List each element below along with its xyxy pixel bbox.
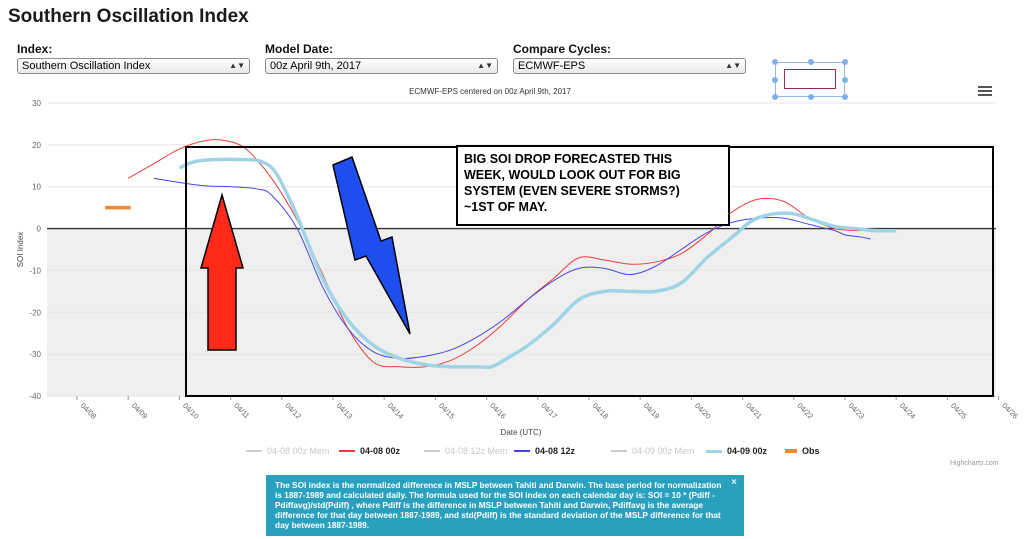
y-tick-label: -20 [29,308,41,317]
info-message-box: The SOI index is the normalized differen… [266,475,744,536]
y-tick-label: -40 [29,392,41,401]
resize-handle[interactable] [842,94,848,100]
legend-swatch [611,450,627,452]
legend-label: 04-09 00z [727,446,768,456]
index-control: Index: Southern Oscillation Index ▲▼ [17,42,250,74]
selected-shape [784,69,836,89]
legend-label: 04-09 00z Mem [632,446,695,456]
y-tick-label: 10 [32,183,41,192]
x-tick-label: 04/09 [130,401,150,421]
x-tick-label: 04/15 [437,401,457,421]
model-date-label: Model Date: [265,42,334,56]
x-tick-label: 04/12 [283,401,303,421]
index-label: Index: [17,42,53,56]
compare-control: Compare Cycles: ECMWF-EPS ▲▼ [513,42,746,74]
resize-handle[interactable] [772,77,778,83]
x-tick-label: 04/23 [847,401,867,421]
legend-swatch [785,449,797,453]
legend-label: 04-08 00z Mem [267,446,330,456]
x-tick-label: 04/21 [744,401,764,421]
chart-credits[interactable]: Highcharts.com [950,460,999,467]
x-tick-label: 04/18 [591,401,611,421]
annotation-text-line: BIG SOI DROP FORECASTED THIS [464,152,672,166]
x-tick-label: 04/25 [949,401,969,421]
chart-legend: 04-08 00z Mem 04-08 00z 04-08 12z Mem 04-08… [0,446,1024,462]
resize-handle[interactable] [772,94,778,100]
blue-down-arrow-icon [332,155,411,335]
y-tick-label: 20 [32,141,41,150]
x-tick-label: 04/16 [488,401,508,421]
chart-menu-icon[interactable] [978,86,992,98]
series-line-04-08-12z [153,177,871,359]
x-tick-label: 04/22 [795,401,815,421]
compare-select-value: ECMWF-EPS [518,60,586,72]
x-tick-label: 04/08 [79,401,99,421]
legend-label: 04-08 12z Mem [445,446,508,456]
x-tick-label: 04/19 [642,401,662,421]
annotation-box [456,145,730,226]
index-select-value: Southern Oscillation Index [22,60,151,72]
model-date-select[interactable]: 00z April 9th, 2017 ▲▼ [265,58,498,74]
annotation-text-line: WEEK, WOULD LOOK OUT FOR BIG [464,168,681,182]
legend-item[interactable]: 04-08 00z Mem [246,446,330,456]
x-tick-label: 04/11 [232,401,251,420]
resize-handle[interactable] [808,94,814,100]
y-tick-label: 0 [37,225,42,234]
index-select[interactable]: Southern Oscillation Index ▲▼ [17,58,250,74]
legend-label: Obs [802,446,820,456]
info-message-text: The SOI index is the normalized differen… [275,480,722,530]
x-axis-label: Date (UTC) [501,428,542,437]
page-title: Southern Oscillation Index [8,6,249,27]
legend-swatch [424,450,440,452]
x-tick-label: 04/24 [898,401,918,421]
resize-handle[interactable] [808,59,814,65]
legend-item[interactable]: Obs [785,446,820,456]
legend-item[interactable]: 04-08 12z Mem [424,446,508,456]
select-arrows-icon: ▲▼ [229,61,245,70]
x-tick-label: 04/10 [181,401,201,421]
y-axis-label: SOI Index [16,232,25,268]
chart-title: ECMWF-EPS centered on 00z April 9th, 201… [409,87,571,96]
model-date-select-value: 00z April 9th, 2017 [270,60,362,72]
model-date-control: Model Date: 00z April 9th, 2017 ▲▼ [265,42,498,74]
legend-item[interactable]: 04-09 00z Mem [611,446,695,456]
compare-select[interactable]: ECMWF-EPS ▲▼ [513,58,746,74]
legend-item[interactable]: 04-08 00z [339,446,400,456]
legend-swatch [339,450,355,452]
red-up-arrow-icon [200,192,244,351]
legend-swatch [514,450,530,452]
selection-box[interactable] [772,59,848,100]
resize-handle[interactable] [842,59,848,65]
series-line-04-09-00z [178,157,897,370]
x-tick-label: 04/13 [335,401,355,421]
select-arrows-icon: ▲▼ [477,61,493,70]
x-tick-label: 04/20 [693,401,713,421]
legend-label: 04-08 00z [360,446,401,456]
resize-handle[interactable] [772,59,778,65]
select-arrows-icon: ▲▼ [725,61,741,70]
y-tick-label: -30 [29,350,41,359]
close-icon[interactable]: × [731,477,737,488]
soi-line-chart: 30 20 10 0 -10 -20 -30 -40 04/08 04/09 04/10 04/11 0… [16,87,1020,437]
y-tick-label: -10 [29,266,41,275]
annotation-text-line: SYSTEM (EVEN SEVERE STORMS?) [464,184,680,198]
annotation-text-line: ~1ST OF MAY. [464,200,547,214]
legend-swatch [246,450,262,452]
legend-label: 04-08 12z [535,446,576,456]
legend-item[interactable]: 04-08 12z [514,446,575,456]
legend-item[interactable]: 04-09 00z [706,446,767,456]
y-tick-label: 30 [32,99,41,108]
resize-handle[interactable] [842,77,848,83]
x-tick-label: 04/14 [386,401,406,421]
x-tick-label: 04/26 [1000,401,1020,421]
x-tick-label: 04/17 [539,401,559,421]
compare-label: Compare Cycles: [513,42,612,56]
legend-swatch [706,449,722,453]
